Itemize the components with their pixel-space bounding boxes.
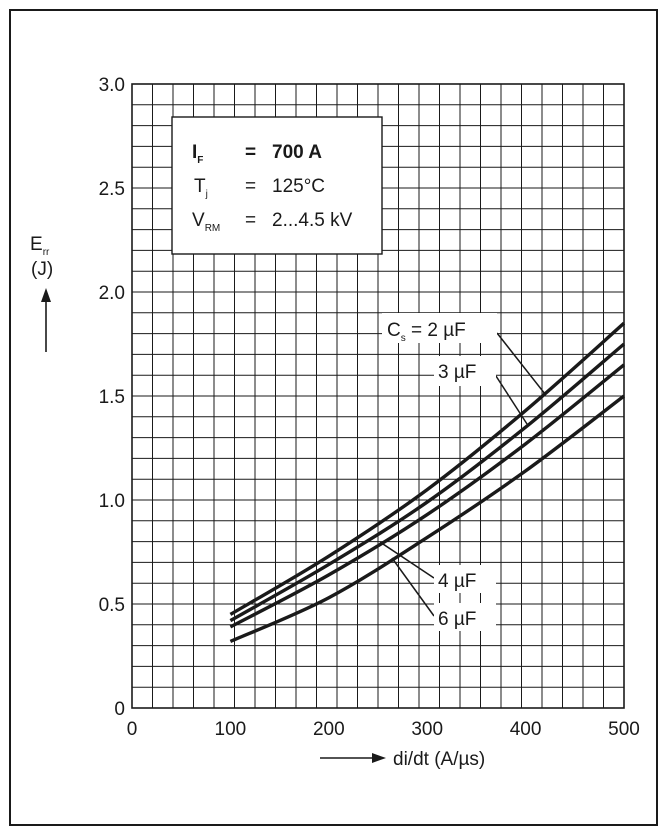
chart-frame	[9, 9, 658, 826]
curve-label-6uF: 6 µF	[434, 603, 496, 631]
y-tick-label: 2.0	[99, 283, 125, 304]
x-tick-label: 0	[127, 719, 138, 740]
curve-3uF	[229, 342, 626, 623]
curve-label-3uF: 3 µF	[434, 356, 496, 386]
x-tick-label: 400	[510, 719, 542, 740]
conditions-box: IF = 700 A Tj = 125°C VRM = 2...4.5 kV	[171, 116, 383, 255]
y-axis-label: Err	[30, 234, 50, 258]
curve-2uF	[229, 321, 626, 616]
y-tick-label: 0.5	[99, 595, 125, 616]
x-tick-label: 500	[608, 719, 640, 740]
leader-line	[495, 375, 528, 425]
y-tick-label: 2.5	[99, 179, 125, 200]
curve-label-2uF: Cs = 2 µF	[382, 313, 497, 344]
curve-4uF	[229, 363, 626, 629]
tj-symbol: Tj	[194, 176, 208, 200]
if-value: 700 A	[272, 142, 322, 163]
svg-text:Cs = 2 µF: Cs = 2 µF	[387, 320, 466, 344]
if-symbol: IF	[192, 142, 203, 166]
vrm-symbol: VRM	[192, 210, 220, 234]
leader-line	[379, 541, 435, 579]
tick-labels: 0 100 200 300 400 500 0 0.5 1.0 1.5 2.0 2.5 3.0	[99, 75, 640, 740]
svg-text:6 µF: 6 µF	[438, 609, 476, 630]
svg-text:3 µF: 3 µF	[438, 362, 476, 383]
x-tick-label: 200	[313, 719, 345, 740]
if-eq: =	[245, 142, 256, 163]
y-tick-label: 0	[114, 699, 125, 720]
y-tick-label: 1.5	[99, 387, 125, 408]
leader-line	[496, 332, 546, 395]
tj-eq: =	[245, 176, 256, 197]
y-axis-unit: (J)	[31, 259, 53, 280]
chart-curves	[229, 321, 626, 643]
vrm-value: 2...4.5 kV	[272, 210, 353, 231]
y-tick-label: 3.0	[99, 75, 125, 96]
x-axis-label: di/dt (A/µs)	[393, 749, 485, 770]
curve-6uF	[229, 394, 626, 643]
curve-label-4uF: 4 µF	[434, 565, 496, 593]
label-leader-lines	[379, 332, 546, 617]
y-tick-label: 1.0	[99, 491, 125, 512]
vrm-eq: =	[245, 210, 256, 231]
tj-value: 125°C	[272, 176, 325, 197]
leader-line	[391, 557, 435, 617]
y-axis-arrow	[41, 288, 51, 352]
x-tick-label: 300	[411, 719, 443, 740]
svg-text:4 µF: 4 µF	[438, 571, 476, 592]
x-axis-arrow	[320, 753, 386, 763]
x-tick-label: 100	[215, 719, 247, 740]
